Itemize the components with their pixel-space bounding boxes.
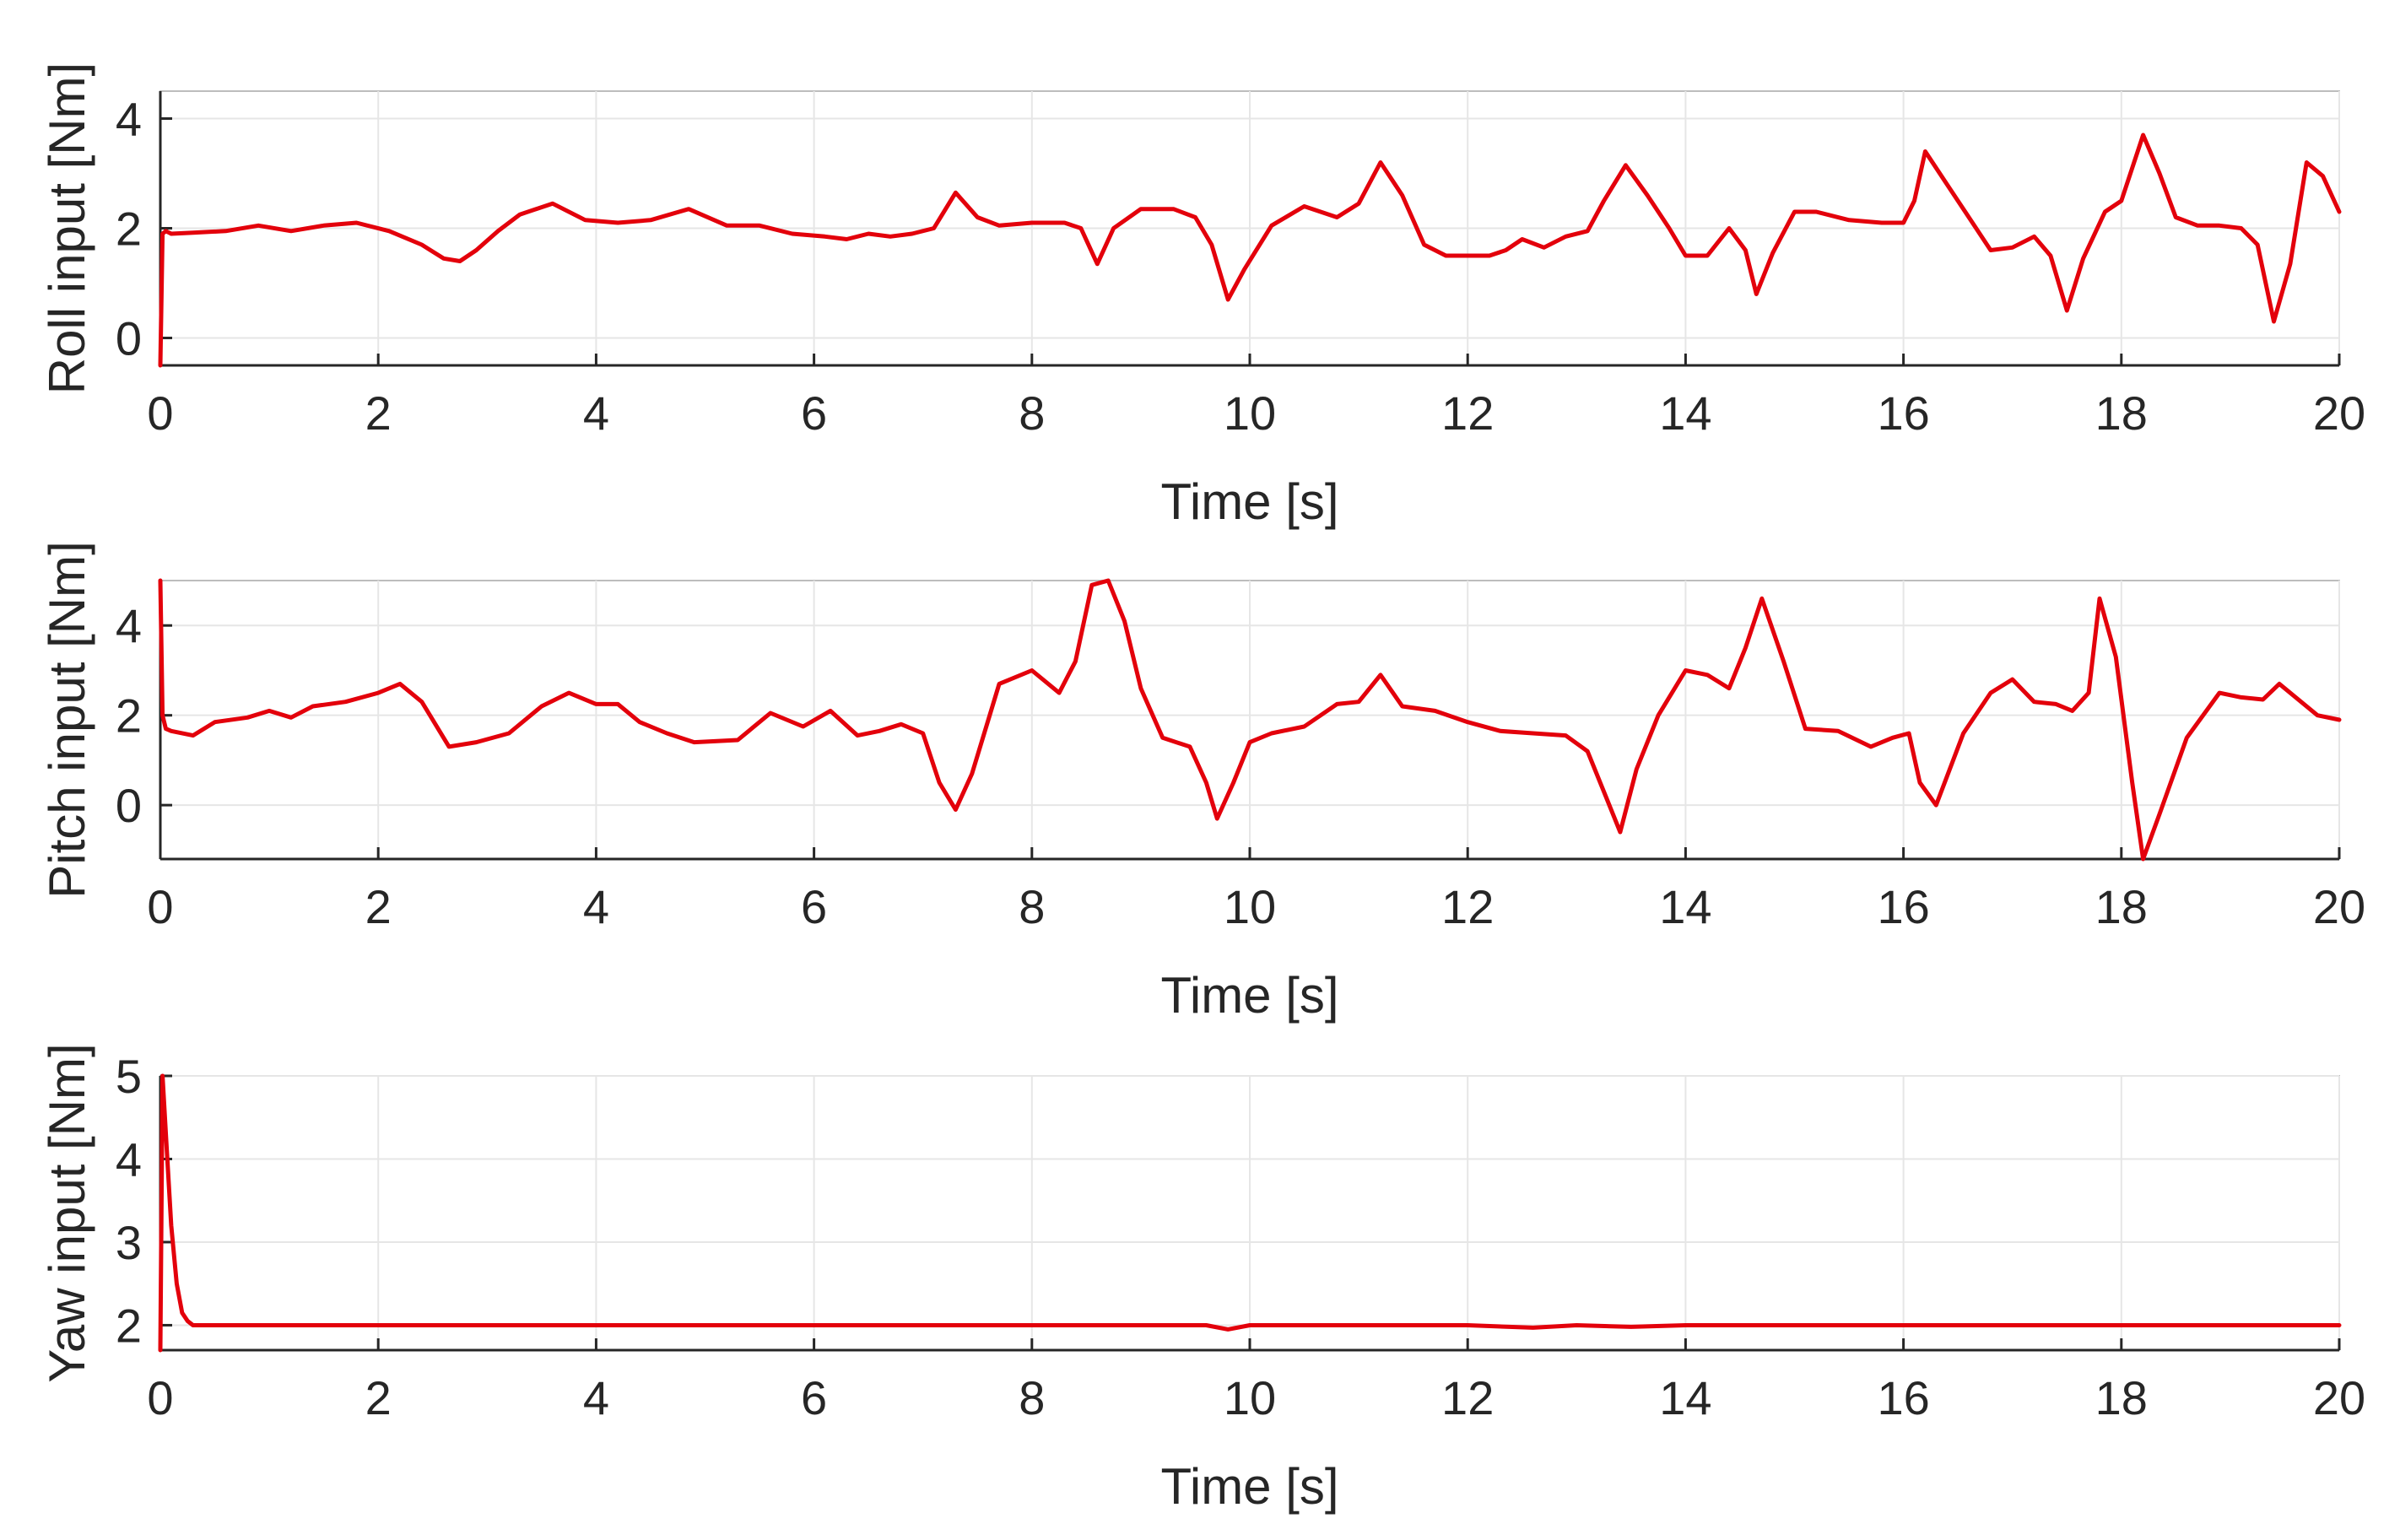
x-tick-label: 18 [2095,1371,2148,1424]
y-tick-label: 0 [116,312,142,365]
y-tick-label: 2 [116,203,142,256]
x-tick-label: 16 [1877,1371,1929,1424]
x-tick-label: 10 [1224,386,1276,440]
y-tick-label: 4 [116,599,142,652]
y-tick-label: 0 [116,779,142,832]
x-tick-label: 14 [1659,880,1711,933]
x-tick-label: 8 [1019,1371,1045,1424]
x-tick-label: 16 [1877,386,1929,440]
y-tick-label: 4 [116,93,142,146]
subplot-1: 0 2 4 6 8 10 12 14 16 18 20 0 2 4 Time [s] Roll input [… [39,62,2365,530]
y-axis-label: Pitch input [Nm] [39,541,95,899]
x-tick-label: 12 [1441,1371,1494,1424]
y-axis-label: Roll input [Nm] [39,62,95,394]
x-tick-label: 0 [147,386,173,440]
x-tick-label: 12 [1441,386,1494,440]
y-tick-label: 2 [116,689,142,743]
x-tick-label: 0 [147,1371,173,1424]
series-line-yaw-input [158,1073,2342,1353]
x-axis-label: Time [s] [1160,473,1338,530]
series-line-roll-input [158,132,2342,368]
x-tick-label: 20 [2313,386,2365,440]
x-tick-label: 4 [583,386,609,440]
x-tick-label: 6 [801,386,827,440]
x-tick-label: 6 [801,880,827,933]
x-tick-label: 10 [1224,880,1276,933]
x-tick-label: 4 [583,880,609,933]
x-tick-label: 0 [147,880,173,933]
x-tick-label: 20 [2313,1371,2365,1424]
x-tick-label: 2 [365,880,392,933]
x-tick-label: 8 [1019,386,1045,440]
y-tick-label: 3 [116,1216,142,1269]
x-tick-label: 2 [365,386,392,440]
x-tick-label: 10 [1224,1371,1276,1424]
x-axis-label: Time [s] [1160,1458,1338,1515]
x-tick-label: 2 [365,1371,392,1424]
x-tick-label: 14 [1659,386,1711,440]
x-tick-label: 4 [583,1371,609,1424]
x-tick-label: 12 [1441,880,1494,933]
x-tick-label: 20 [2313,880,2365,933]
x-tick-label: 14 [1659,1371,1711,1424]
x-tick-label: 6 [801,1371,827,1424]
x-tick-label: 16 [1877,880,1929,933]
x-tick-label: 8 [1019,880,1045,933]
y-tick-label: 4 [116,1132,142,1186]
x-tick-label: 18 [2095,880,2148,933]
x-axis-label: Time [s] [1160,967,1338,1024]
y-axis-label: Yaw input [Nm] [39,1043,95,1382]
y-tick-label: 5 [116,1050,142,1103]
series-line-pitch-input [158,578,2342,862]
subplot-2: 0 2 4 6 8 10 12 14 16 18 20 0 2 4 Time [s] Pitch input … [39,541,2365,1024]
x-tick-label: 18 [2095,386,2148,440]
y-tick-label: 2 [116,1299,142,1352]
